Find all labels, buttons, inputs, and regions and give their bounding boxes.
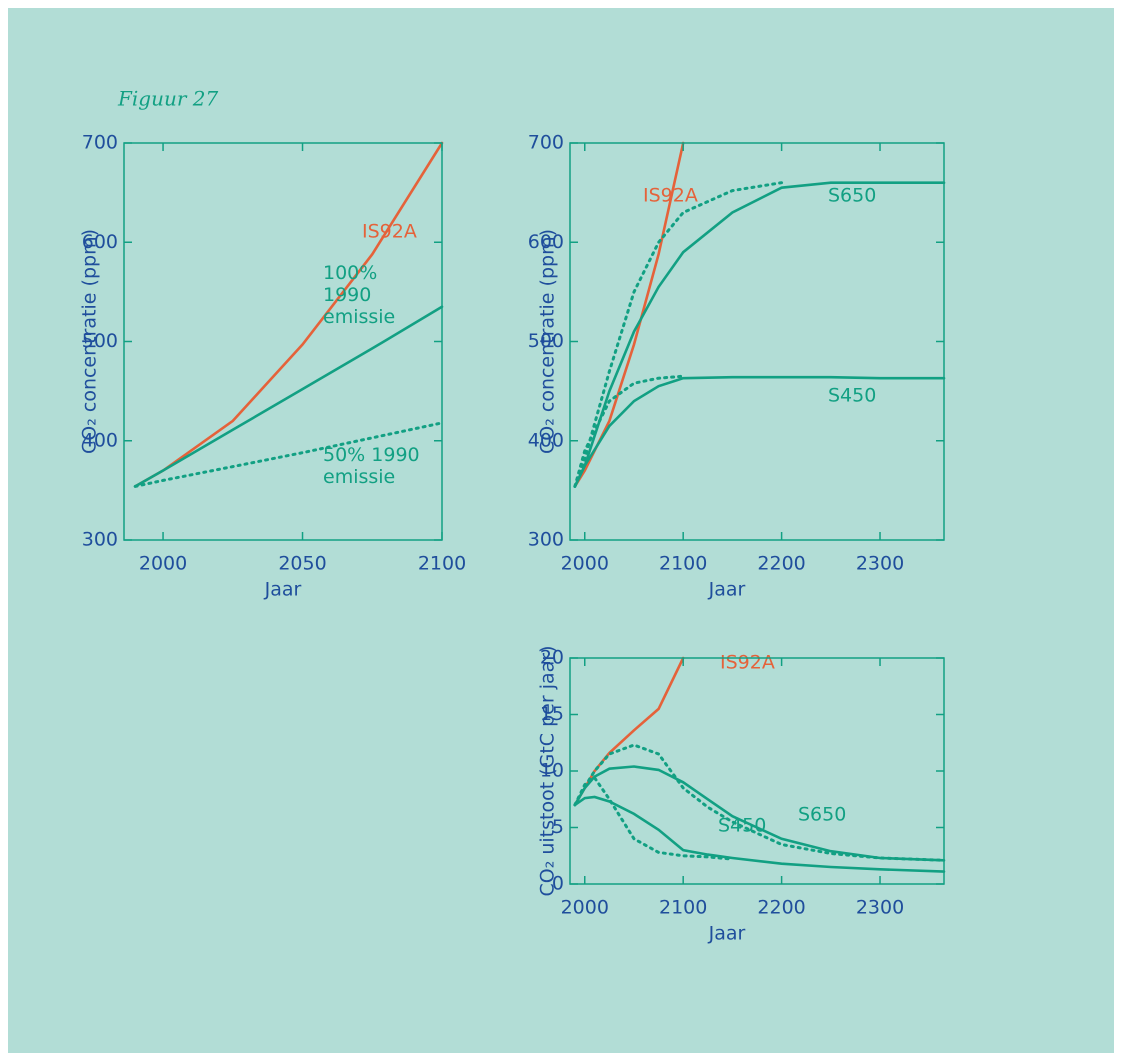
series-label: S450: [828, 385, 876, 407]
data-line: [133, 421, 444, 488]
series-label: S450: [718, 815, 766, 837]
y-tick-label: 300: [82, 529, 118, 551]
data-line: [133, 305, 444, 488]
y-tick-label: 500: [528, 330, 564, 352]
y-tick-label: 10: [540, 760, 564, 782]
y-axis-label: CO₂ concentratie (ppm): [537, 229, 559, 454]
y-tick-label: 400: [82, 429, 118, 451]
series-label: 50% 1990 emissie: [323, 444, 420, 488]
series-label: 100% 1990 emissie: [323, 262, 396, 328]
y-tick-label: 0: [552, 873, 564, 895]
x-tick-label: 2100: [659, 897, 707, 919]
y-tick-label: 20: [540, 647, 564, 669]
series-label: S650: [828, 185, 876, 207]
data-line: [573, 795, 946, 873]
figure-label: Figuur 27: [117, 87, 218, 111]
x-axis-label: Jaar: [264, 579, 302, 601]
x-tick-label: 2200: [757, 897, 805, 919]
series-label: IS92A: [362, 221, 417, 243]
x-tick-label: 2050: [278, 553, 326, 575]
data-line: [573, 181, 946, 488]
y-tick-label: 400: [528, 429, 564, 451]
y-axis-label: CO₂ concentratie (ppm): [79, 229, 101, 454]
x-tick-label: 2000: [561, 897, 609, 919]
data-line: [573, 775, 734, 861]
y-tick-label: 300: [528, 529, 564, 551]
y-tick-label: 700: [528, 132, 564, 154]
series-label: S650: [798, 804, 846, 826]
x-tick-label: 2000: [139, 553, 187, 575]
x-tick-label: 2300: [856, 897, 904, 919]
data-line: [573, 743, 946, 862]
series-label: IS92A: [720, 652, 775, 674]
y-tick-label: 5: [552, 816, 564, 838]
y-axis-label: CO₂ uitstoot (GtC per jaar): [537, 645, 559, 896]
x-axis-label: Jaar: [708, 923, 746, 945]
x-tick-label: 2300: [856, 553, 904, 575]
series-label: IS92A: [643, 185, 698, 207]
y-tick-label: 600: [82, 231, 118, 253]
x-axis-label: Jaar: [708, 579, 746, 601]
x-tick-label: 2200: [757, 553, 805, 575]
y-tick-label: 600: [528, 231, 564, 253]
x-tick-label: 2000: [561, 553, 609, 575]
data-line: [573, 765, 946, 862]
x-tick-label: 2100: [418, 553, 466, 575]
y-tick-label: 15: [540, 703, 564, 725]
y-tick-label: 700: [82, 132, 118, 154]
x-tick-label: 2100: [659, 553, 707, 575]
data-line: [573, 374, 685, 488]
data-line: [573, 375, 946, 488]
y-tick-label: 500: [82, 330, 118, 352]
